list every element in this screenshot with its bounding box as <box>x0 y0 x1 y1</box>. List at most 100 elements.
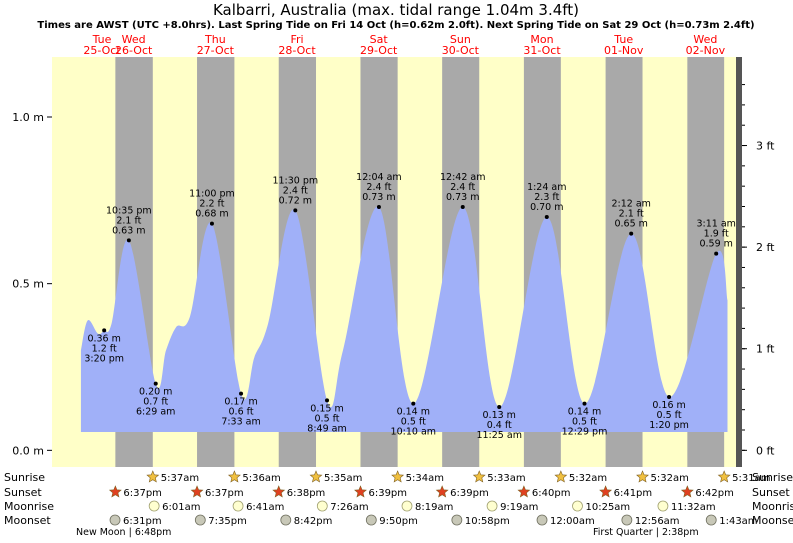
tide-point <box>411 401 416 406</box>
sunrise-icon <box>227 470 241 483</box>
moonrise-icon <box>316 500 328 512</box>
tide-label: 11:30 pm <box>272 175 318 186</box>
tide-label: 0.72 m <box>279 195 312 206</box>
tide-point <box>325 398 330 403</box>
tide-label: 0.6 ft <box>229 407 254 418</box>
tide-label: 2.1 ft <box>619 209 644 220</box>
tide-label: 3:11 am <box>696 219 735 230</box>
tide-point <box>153 381 158 386</box>
moonrise-time: 7:26am <box>330 502 368 513</box>
tide-area <box>80 206 728 432</box>
tide-label: 2:12 am <box>611 199 650 210</box>
sunset-icon <box>354 485 367 498</box>
astronomy-rows: Sunrise Sunrise 5:37am 5:36am 5:35am 5:34am 5:… <box>4 470 793 538</box>
tide-label: 11:00 pm <box>189 189 235 200</box>
sunset-time: 6:38pm <box>287 488 326 499</box>
moonset-icon <box>621 514 633 526</box>
tide-point <box>126 238 131 243</box>
tide-label: 0.7 ft <box>143 397 168 408</box>
sunrise-icon <box>472 470 486 483</box>
row-label-right: Sunrise <box>752 471 793 484</box>
sunrise-icon <box>554 470 568 483</box>
day-date: 31-Oct <box>523 44 561 57</box>
row-label-left: Sunrise <box>4 471 45 484</box>
tide-label: 0.5 ft <box>401 417 426 428</box>
tide-label: 0.36 m <box>87 333 120 344</box>
moonrise-time: 6:01am <box>162 502 200 513</box>
tide-point <box>629 231 634 236</box>
tide-label: 0.5 ft <box>315 413 340 424</box>
tide-label: 0.59 m <box>699 239 732 250</box>
sunset-time: 6:41pm <box>614 488 653 499</box>
day-name: Tue <box>613 33 633 46</box>
moonset-time: 9:50pm <box>379 516 418 527</box>
y-tick-label-m: 1.0 m <box>12 111 44 124</box>
sunset-icon <box>680 485 694 498</box>
sunset-icon <box>599 485 613 498</box>
day-date: 26-Oct <box>115 44 153 57</box>
y-tick-label-ft: 0 ft <box>756 444 775 457</box>
tide-label: 1:24 am <box>527 182 566 193</box>
right-axis-strip <box>736 57 742 467</box>
tide-label: 2.2 ft <box>199 199 224 210</box>
tide-label: 3:20 pm <box>84 353 124 364</box>
tide-point <box>582 401 587 406</box>
day-date: 02-Nov <box>686 44 726 57</box>
sunrise-time: 5:36am <box>242 473 280 484</box>
day-name: Thu <box>204 33 226 46</box>
tide-point <box>460 205 465 209</box>
chart-subtitle: Times are AWST (UTC +8.0hrs). Last Sprin… <box>37 20 754 31</box>
sunset-icon <box>435 485 449 498</box>
tide-label: 2.3 ft <box>534 192 559 203</box>
tide-label: 1:20 pm <box>649 420 689 431</box>
day-name: Sun <box>450 33 471 46</box>
moonrise-icon <box>486 500 498 512</box>
y-tick-label-m: 0.5 m <box>12 278 44 291</box>
day-date: 01-Nov <box>604 44 644 57</box>
y-tick-label-m: 0.0 m <box>12 444 44 457</box>
tide-point <box>209 221 214 226</box>
sunrise-icon <box>717 470 731 483</box>
sunrise-time: 5:32am <box>569 473 607 484</box>
moonset-time: 7:35pm <box>208 516 247 527</box>
tide-label: 0.5 ft <box>572 417 597 428</box>
axes: 0.0 m 0.5 m 1.0 m 0 ft 1 ft 2 ft 3 ft <box>12 57 775 467</box>
sunset-time: 6:40pm <box>532 488 571 499</box>
day-date: 28-Oct <box>278 44 316 57</box>
row-label-right: Moonrise <box>752 500 793 513</box>
tide-point <box>239 391 244 396</box>
y-tick-label-ft: 1 ft <box>756 343 775 356</box>
moonrise-time: 9:19am <box>500 502 538 513</box>
moonset-time: 12:00am <box>550 516 595 527</box>
tide-point <box>714 251 719 256</box>
tide-label: 0.70 m <box>530 202 563 213</box>
moonset-time: 1:43am <box>719 516 757 527</box>
moonset-icon <box>536 514 548 526</box>
tide-series-area <box>80 206 728 432</box>
sunset-icon <box>190 485 204 498</box>
row-label-right: Moonset <box>752 514 793 527</box>
moonrise-time: 10:25am <box>585 502 630 513</box>
sunset-icon <box>517 485 531 498</box>
y-tick-label-ft: 2 ft <box>756 241 775 254</box>
tide-label: 0.63 m <box>112 225 145 236</box>
tide-label: 1.2 ft <box>92 343 117 354</box>
day-date: 30-Oct <box>442 44 480 57</box>
sunrise-time: 5:35am <box>324 473 362 484</box>
moonrise-icon <box>232 500 244 512</box>
day-name: Tue <box>92 33 112 46</box>
tide-label: 10:10 am <box>391 427 436 438</box>
sunrise-time: 5:31am <box>732 473 770 484</box>
tide-point <box>667 395 672 399</box>
tide-label: 6:29 am <box>136 407 175 418</box>
moonset-time: 6:31pm <box>123 516 162 527</box>
sunset-time: 6:39pm <box>450 488 489 499</box>
chart-title: Kalbarri, Australia (max. tidal range 1.… <box>213 1 579 19</box>
day-name: Wed <box>122 33 146 46</box>
tide-label: 12:29 pm <box>562 427 608 438</box>
tide-label: 2.1 ft <box>116 215 141 226</box>
y-tick-label-ft: 3 ft <box>756 140 775 153</box>
tide-label: 0.68 m <box>195 209 228 220</box>
tide-point <box>293 208 298 213</box>
row-label-left: Sunset <box>4 486 42 499</box>
